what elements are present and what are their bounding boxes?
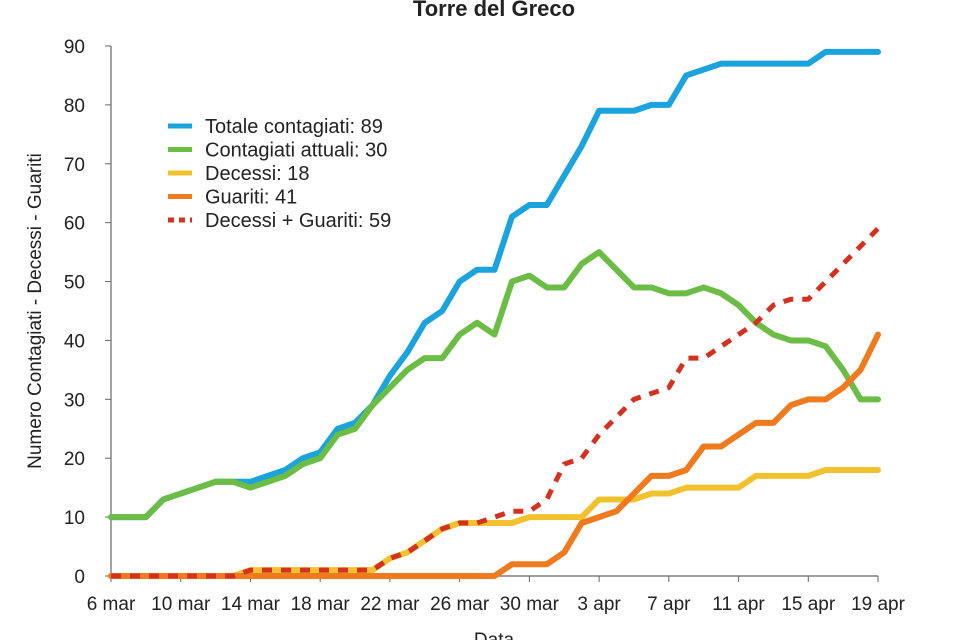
x-tick-label: 18 mar — [291, 594, 351, 615]
y-tick-label: 80 — [64, 96, 85, 117]
y-tick-label: 0 — [74, 567, 85, 588]
x-ticks: 6 mar 10 mar 14 mar 18 mar 22 mar 26 mar 30 ma… — [87, 576, 906, 615]
y-tick-label: 70 — [64, 155, 85, 176]
x-tick-label: 3 apr — [577, 594, 621, 615]
y-tick-label: 10 — [64, 508, 85, 529]
x-tick-label: 7 apr — [647, 594, 691, 615]
legend-label: Guariti: 41 — [205, 187, 297, 209]
x-tick-label: 22 mar — [360, 594, 420, 615]
y-tick-label: 60 — [64, 214, 85, 235]
x-axis-label: Data — [474, 630, 515, 640]
x-tick-label: 6 mar — [87, 594, 136, 615]
legend-label: Totale contagiati: 89 — [205, 116, 383, 138]
x-tick-label: 19 apr — [851, 594, 906, 615]
legend-label: Decessi + Guariti: 59 — [205, 210, 391, 232]
y-axis-label: Numero Contagiati - Decessi - Guariti — [25, 153, 46, 469]
x-tick-label: 10 mar — [151, 594, 211, 615]
chart-title: Torre del Greco — [413, 0, 575, 21]
x-tick-label: 15 apr — [781, 594, 836, 615]
series-group — [108, 48, 881, 579]
x-tick-label: 14 mar — [221, 594, 281, 615]
x-tick-label: 11 apr — [712, 594, 765, 615]
series-line-decessi — [108, 467, 881, 579]
x-tick-label: 26 mar — [430, 594, 490, 615]
series-line-guariti — [108, 331, 881, 579]
series-line-contagiati-attuali — [108, 249, 881, 521]
legend-label: Contagiati attuali: 30 — [205, 140, 387, 162]
y-tick-label: 50 — [64, 273, 85, 294]
y-tick-label: 30 — [64, 390, 85, 411]
y-tick-label: 90 — [64, 37, 85, 58]
legend-label: Decessi: 18 — [205, 163, 310, 185]
y-tick-label: 40 — [64, 331, 85, 352]
y-tick-label: 20 — [64, 449, 85, 470]
y-ticks: 0 10 20 30 40 50 60 70 80 90 — [64, 37, 111, 588]
x-tick-label: 30 mar — [500, 594, 560, 615]
